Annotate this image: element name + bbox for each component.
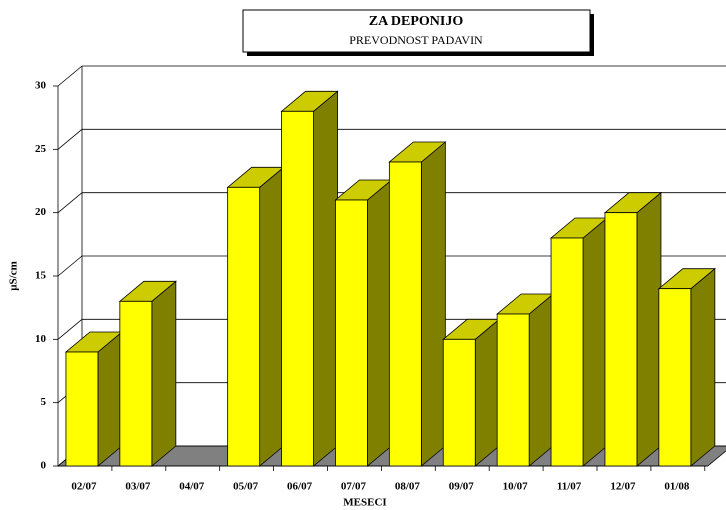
bar-side <box>582 217 608 467</box>
bar-side <box>690 267 716 467</box>
bar <box>550 237 584 467</box>
bar <box>496 313 530 467</box>
x-tick-label: 04/07 <box>179 481 205 493</box>
x-tick-label: 09/07 <box>449 481 475 493</box>
bar-side <box>367 179 392 467</box>
bar <box>658 288 692 467</box>
bar <box>281 110 314 467</box>
x-tick-label: 02/07 <box>71 481 97 493</box>
x-tick-label: 12/07 <box>610 481 636 493</box>
y-tick-label: 15 <box>35 270 47 282</box>
bar-side <box>151 280 177 467</box>
grid-line-side <box>57 192 83 213</box>
grid-line-side <box>57 65 83 87</box>
y-tick-label: 30 <box>35 80 47 92</box>
y-tick-label: 10 <box>35 333 47 345</box>
bar <box>604 212 638 467</box>
bar-side <box>636 191 662 467</box>
bar <box>65 351 99 467</box>
bar <box>442 338 476 467</box>
x-tick-label: 08/07 <box>395 481 421 493</box>
bar <box>119 300 153 467</box>
grid-line-side <box>57 319 83 340</box>
bar <box>227 186 261 467</box>
x-tick-label: 05/07 <box>233 481 259 493</box>
x-tick-label: 10/07 <box>503 481 529 493</box>
x-tick-label: 03/07 <box>125 481 151 493</box>
bar-side <box>528 293 554 467</box>
chart-title: ZA DEPONIJO <box>369 14 464 29</box>
chart-subtitle: PREVODNOST PADAVIN <box>349 33 483 47</box>
x-axis-label: MESECI <box>343 497 386 509</box>
bar <box>335 199 368 467</box>
x-tick-label: 11/07 <box>557 481 582 493</box>
y-axis-label: µS/cm <box>8 261 20 291</box>
y-tick-label: 0 <box>41 460 47 472</box>
grid-line-side <box>57 129 83 150</box>
title-box <box>242 9 591 53</box>
y-tick-label: 25 <box>35 143 47 155</box>
bar-side <box>97 331 123 467</box>
bar-side <box>313 90 338 467</box>
bar-side <box>420 141 446 467</box>
bar <box>388 161 422 467</box>
bar-side <box>474 318 500 467</box>
y-tick-label: 20 <box>35 206 47 218</box>
x-tick-label: 06/07 <box>287 481 313 493</box>
grid-line-side <box>57 255 83 277</box>
x-tick-label: 01/08 <box>664 481 690 493</box>
y-tick-label: 5 <box>41 396 47 408</box>
bar-side <box>259 166 285 467</box>
x-tick-label: 07/07 <box>341 481 367 493</box>
